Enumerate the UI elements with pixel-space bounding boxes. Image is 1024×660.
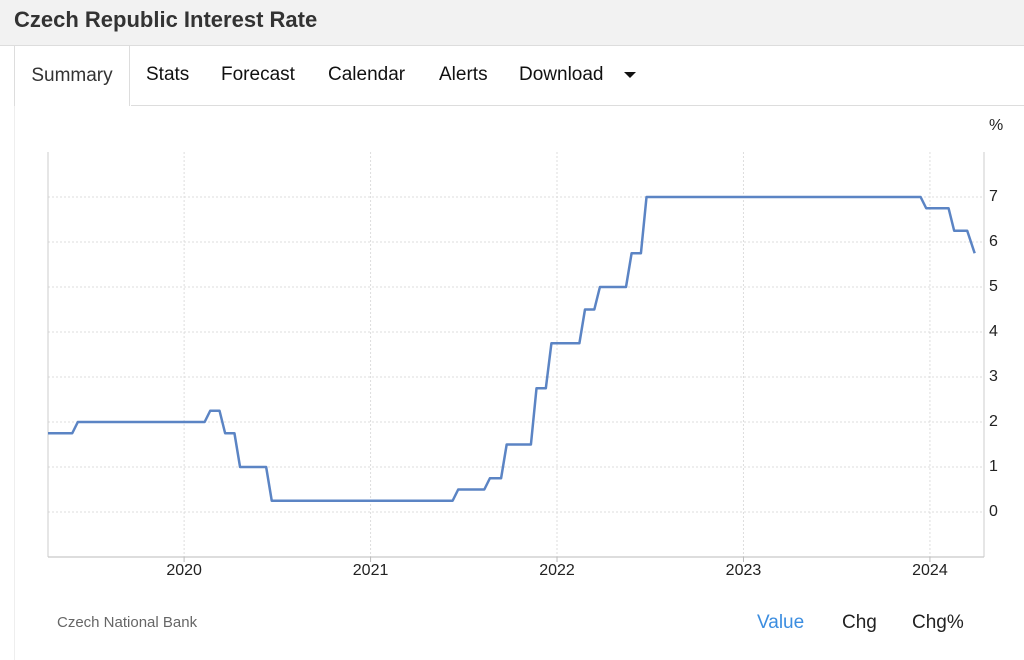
x-tick-label: 2021 <box>353 562 389 579</box>
view-option[interactable]: Value <box>757 612 805 633</box>
y-tick-label: 6 <box>989 233 998 250</box>
tab[interactable]: Stats <box>146 64 190 85</box>
dropdown-caret <box>624 72 636 78</box>
source: Czech National Bank <box>57 614 198 631</box>
page-title: Czech Republic Interest Rate <box>14 7 318 32</box>
view-option[interactable]: Chg <box>842 612 877 633</box>
y-tick-label: 0 <box>989 503 998 520</box>
y-unit: % <box>989 117 1003 134</box>
y-tick-label: 7 <box>989 188 998 205</box>
x-tick-label: 2023 <box>726 562 762 579</box>
header: Czech Republic Interest Rate <box>0 0 1024 46</box>
y-tick-label: 5 <box>989 278 998 295</box>
panel-border <box>14 105 15 660</box>
tab[interactable]: Forecast <box>221 64 295 85</box>
tab-border <box>131 105 1024 106</box>
tab[interactable]: Calendar <box>328 64 406 85</box>
y-tick-label: 4 <box>989 323 998 340</box>
tab[interactable]: Download <box>519 64 604 85</box>
view-option[interactable]: Chg% <box>912 612 964 633</box>
data-line <box>48 195 976 502</box>
tab[interactable]: Summary <box>14 45 130 106</box>
x-tick-label: 2022 <box>539 562 575 579</box>
x-tick-label: 2020 <box>166 562 202 579</box>
y-tick-label: 2 <box>989 413 998 430</box>
y-tick-label: 1 <box>989 458 998 475</box>
tab[interactable]: Alerts <box>439 64 488 85</box>
x-tick-label: 2024 <box>912 562 948 579</box>
y-tick-label: 3 <box>989 368 998 385</box>
